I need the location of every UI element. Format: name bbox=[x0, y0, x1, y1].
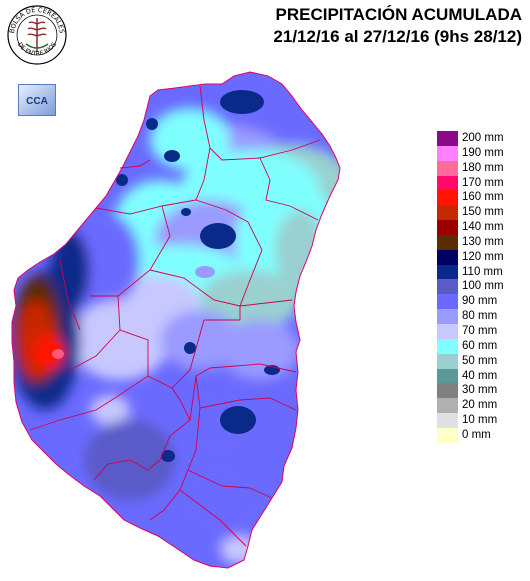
cca-logo-text: CCA bbox=[26, 96, 48, 107]
legend-label: 140 mm bbox=[462, 221, 504, 234]
cca-logo: CCA bbox=[18, 84, 56, 116]
legend-label: 160 mm bbox=[462, 191, 504, 204]
legend-label: 170 mm bbox=[462, 176, 504, 189]
legend-label: 100 mm bbox=[462, 280, 504, 293]
legend-label: 80 mm bbox=[462, 310, 498, 323]
legend-label: 20 mm bbox=[462, 399, 498, 412]
province-map-svg bbox=[11, 71, 341, 569]
legend-swatch bbox=[437, 368, 458, 384]
legend-label: 90 mm bbox=[462, 295, 498, 308]
legend-label: 110 mm bbox=[462, 265, 503, 278]
legend-swatch bbox=[437, 338, 458, 354]
legend-label: 50 mm bbox=[462, 354, 498, 367]
legend-swatch bbox=[437, 413, 458, 428]
legend-label: 60 mm bbox=[462, 339, 498, 352]
bolsa-cereales-seal-logo: BOLSA DE CEREALES DE ENTRE RIOS bbox=[7, 5, 67, 65]
legend-label: 180 mm bbox=[462, 161, 504, 174]
legend-swatch bbox=[437, 383, 458, 399]
legend-swatch bbox=[437, 309, 458, 324]
precipitation-field bbox=[12, 72, 340, 568]
legend-label: 40 mm bbox=[462, 369, 498, 382]
legend-label: 120 mm bbox=[462, 250, 504, 263]
legend-label: 200 mm bbox=[462, 132, 504, 144]
legend-swatch bbox=[437, 145, 458, 161]
department-borders bbox=[29, 85, 321, 547]
province-outline bbox=[11, 71, 341, 569]
legend-swatch bbox=[437, 427, 458, 443]
legend-label: 190 mm bbox=[462, 146, 504, 159]
legend-label: 30 mm bbox=[462, 384, 498, 397]
legend-swatch bbox=[437, 175, 458, 191]
legend-swatch bbox=[437, 234, 458, 250]
legend-label: 70 mm bbox=[462, 324, 498, 337]
legend-label: 130 mm bbox=[462, 235, 504, 248]
legend-swatch bbox=[437, 131, 458, 146]
legend-swatch bbox=[437, 264, 458, 280]
legend-swatch bbox=[437, 353, 458, 369]
title-line-1: PRECIPITACIÓN ACUMULADA bbox=[275, 5, 523, 24]
legend-swatch bbox=[437, 160, 458, 176]
legend-swatch bbox=[437, 205, 458, 221]
legend-swatch bbox=[437, 220, 458, 235]
legend-swatch bbox=[437, 398, 458, 414]
legend-swatch bbox=[437, 249, 458, 265]
legend-swatch bbox=[437, 323, 458, 339]
title-line-2: 21/12/16 al 27/12/16 (9hs 28/12) bbox=[273, 27, 522, 46]
legend-label: 150 mm bbox=[462, 206, 504, 219]
legend-swatch bbox=[437, 294, 458, 310]
precipitation-map bbox=[0, 60, 430, 576]
legend-swatch bbox=[437, 279, 458, 295]
legend-swatch bbox=[437, 190, 458, 206]
map-title: PRECIPITACIÓN ACUMULADA 21/12/16 al 27/1… bbox=[273, 4, 522, 48]
legend-label: 0 mm bbox=[462, 428, 491, 441]
legend-label: 10 mm bbox=[462, 414, 498, 427]
